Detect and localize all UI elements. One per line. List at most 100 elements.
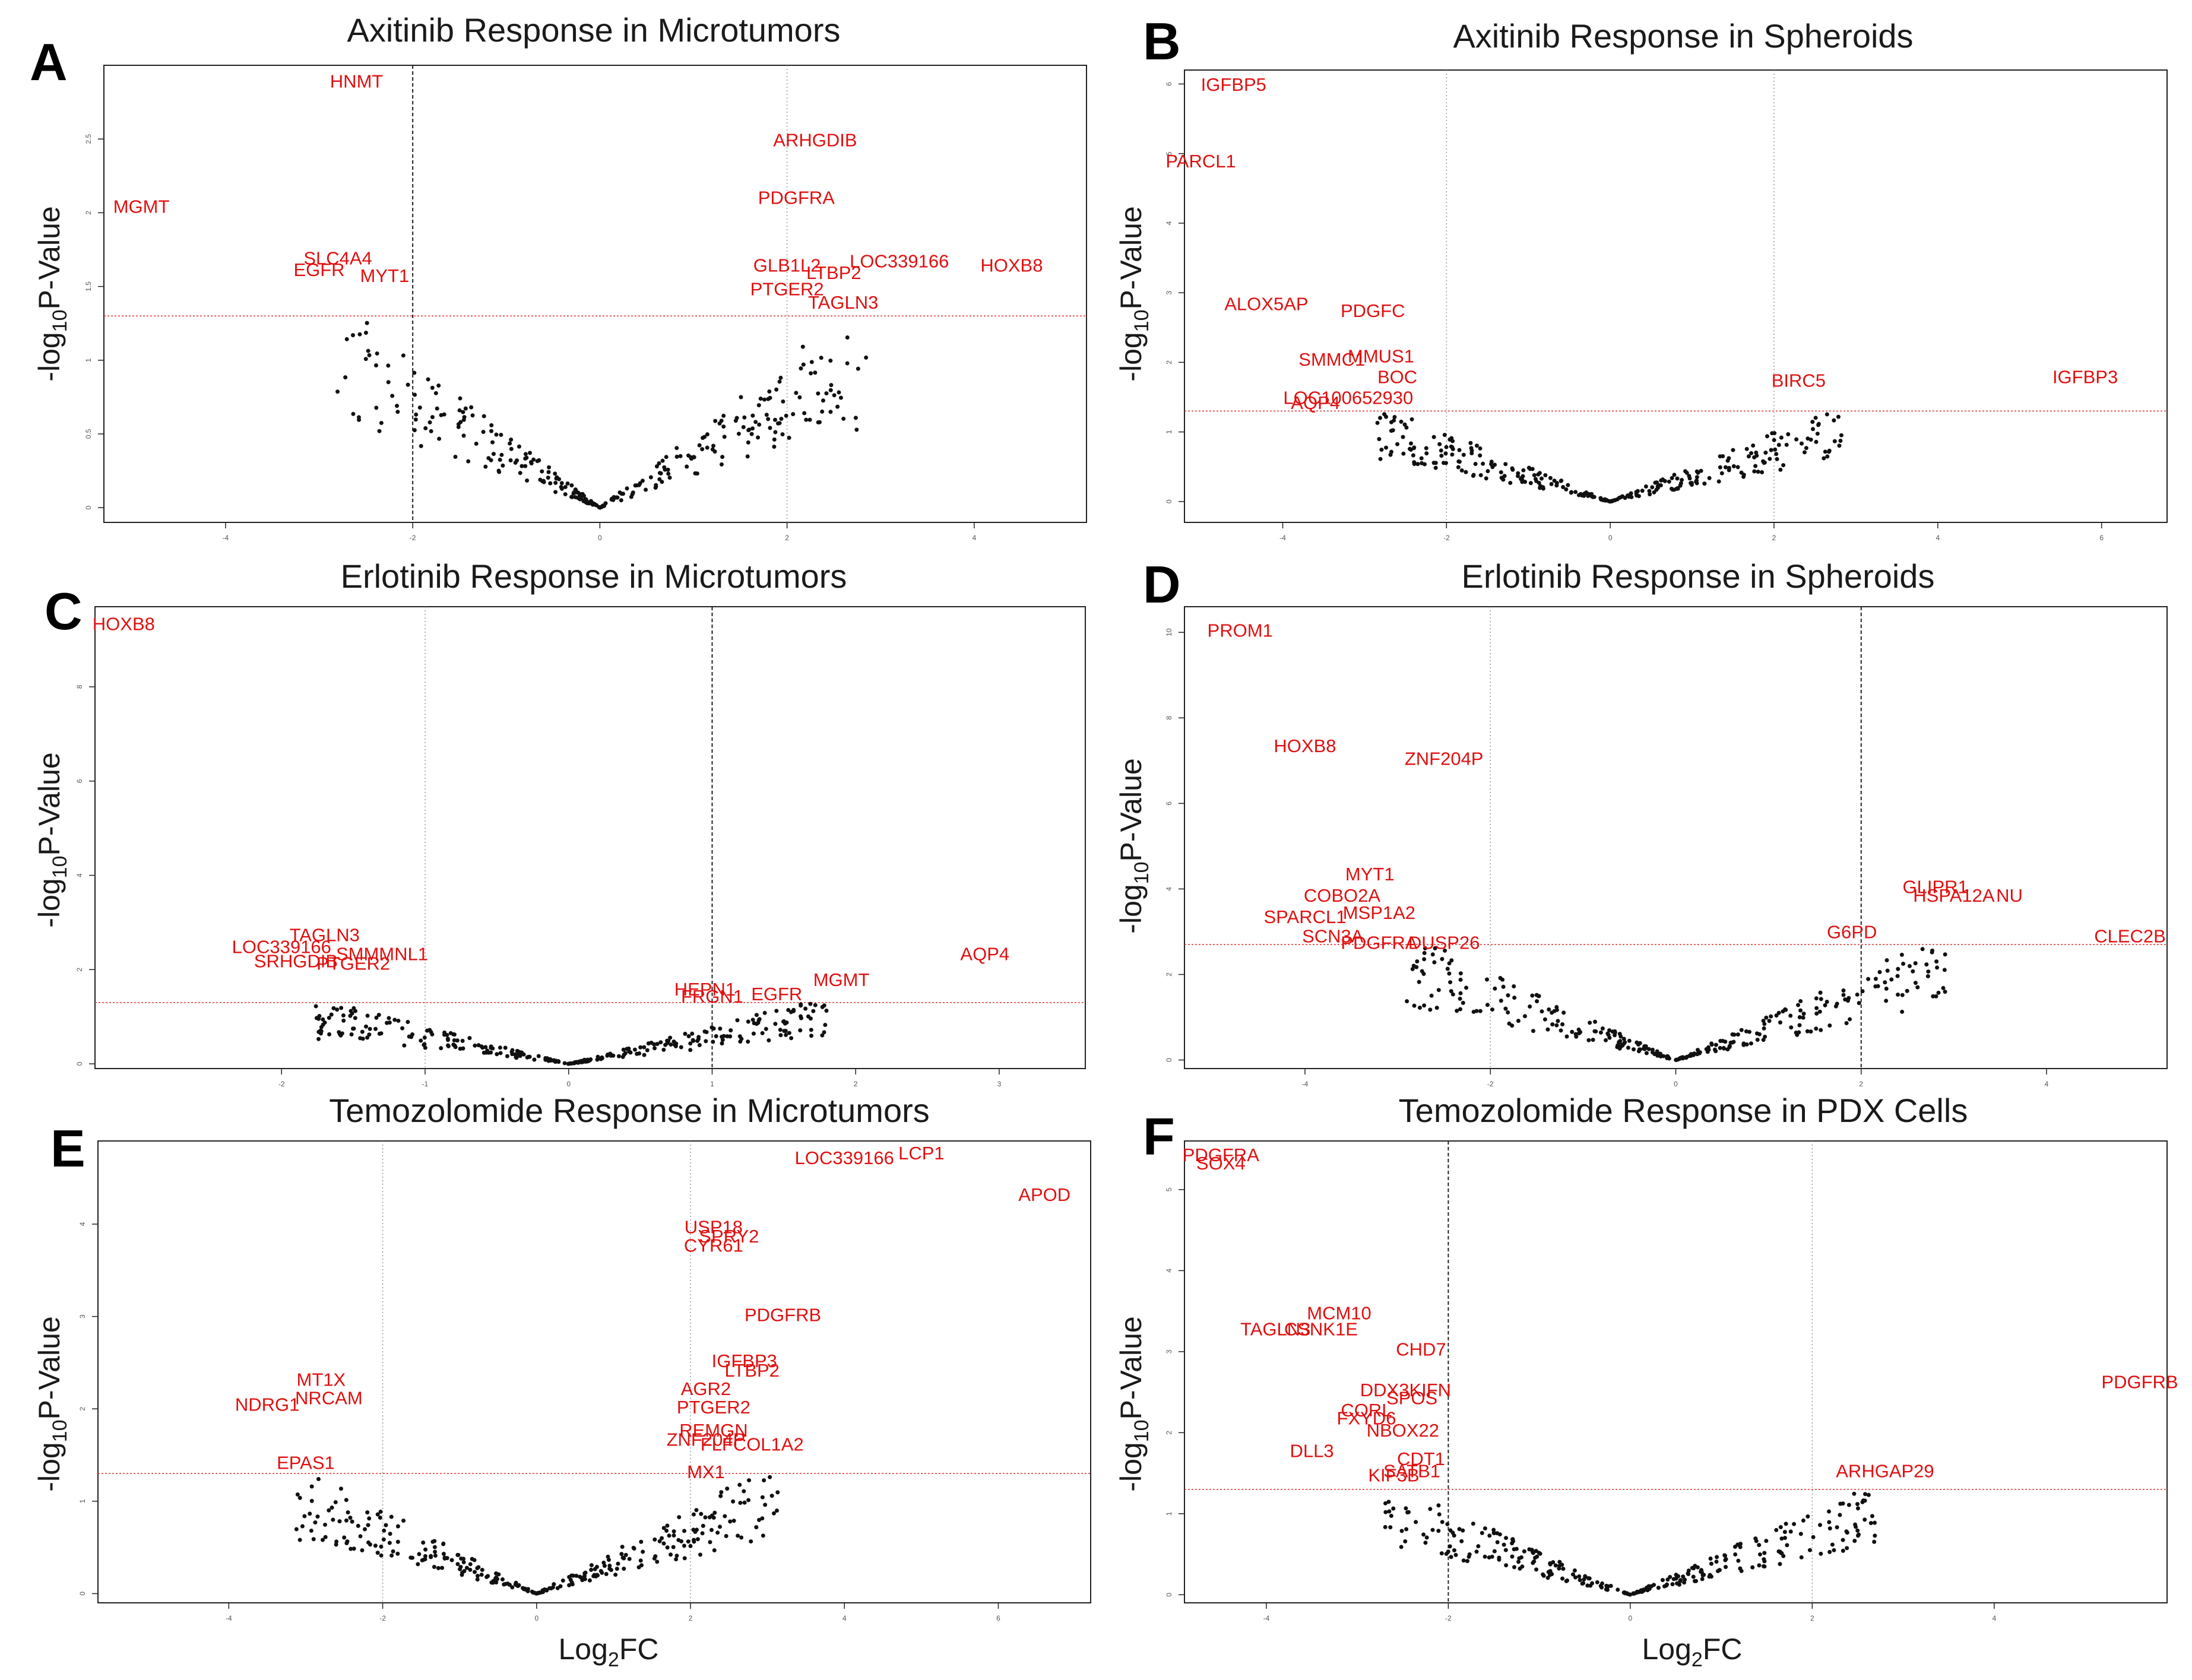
data-point	[514, 1580, 518, 1585]
data-point	[379, 1553, 384, 1558]
data-point	[468, 1562, 473, 1567]
data-point	[691, 1038, 696, 1043]
data-point	[494, 1571, 499, 1576]
data-point	[653, 1554, 658, 1559]
data-point	[1884, 986, 1889, 991]
data-point	[1822, 456, 1826, 461]
data-point	[1796, 1003, 1801, 1007]
data-point	[1550, 1022, 1555, 1027]
data-point	[1422, 1003, 1427, 1008]
data-point	[308, 1511, 312, 1516]
data-point	[1531, 1551, 1535, 1555]
data-point	[374, 1015, 379, 1020]
data-point	[1476, 1544, 1481, 1549]
y-tick-label-e: 2	[78, 1407, 87, 1411]
data-point	[1532, 473, 1537, 477]
data-point	[360, 1036, 365, 1041]
data-point	[351, 1546, 356, 1551]
gene-label-znf204p: ZNF204P	[1405, 749, 1484, 769]
data-point	[657, 477, 662, 481]
data-point	[381, 1537, 386, 1542]
data-point	[1855, 1528, 1860, 1533]
data-point	[385, 1020, 389, 1025]
data-point	[570, 495, 575, 499]
gene-label-spos: SPOS	[1386, 1388, 1437, 1409]
data-point	[1585, 1583, 1590, 1588]
data-point	[327, 1508, 331, 1513]
data-point	[1554, 483, 1559, 488]
data-point	[708, 1540, 712, 1545]
y-tick-label-d: 6	[1165, 801, 1173, 806]
data-point	[799, 1002, 803, 1007]
data-point	[500, 1577, 505, 1581]
data-point	[600, 1570, 604, 1575]
data-point	[1528, 1004, 1532, 1009]
data-point	[350, 1519, 354, 1524]
data-point	[746, 428, 751, 433]
data-point	[1559, 478, 1563, 483]
data-point	[1561, 1567, 1566, 1571]
data-point	[1410, 966, 1415, 971]
gene-label-cyr61: CYR61	[684, 1235, 743, 1256]
data-point	[623, 1552, 628, 1557]
data-point	[1452, 1548, 1456, 1553]
data-point	[1570, 1029, 1575, 1034]
data-point	[338, 1033, 343, 1038]
data-point	[1667, 479, 1671, 484]
data-point	[400, 1026, 405, 1031]
data-point	[413, 417, 418, 422]
data-point	[820, 1004, 825, 1009]
y-tick-label-b: 3	[1165, 290, 1173, 294]
gene-label-clec2b: CLEC2B	[2094, 925, 2166, 946]
data-point	[1852, 1539, 1857, 1543]
data-point	[609, 1568, 613, 1573]
data-point	[439, 413, 444, 417]
data-point	[528, 451, 533, 455]
x-tick-label-c: -2	[278, 1080, 285, 1088]
data-point	[1731, 448, 1735, 452]
data-point	[1461, 452, 1466, 457]
data-point	[1383, 1524, 1388, 1529]
data-point	[436, 383, 441, 388]
data-point	[365, 1035, 370, 1040]
gene-label-dll3: DLL3	[1290, 1440, 1333, 1461]
data-point	[1459, 468, 1464, 473]
data-point	[1801, 1012, 1806, 1016]
data-point	[1617, 1040, 1621, 1045]
data-point	[565, 481, 570, 486]
y-axis-label-b: -log10P-Value	[1114, 206, 1153, 381]
data-point	[721, 424, 726, 429]
gene-label-hoxb8: HOXB8	[1274, 736, 1336, 756]
data-point	[1534, 1567, 1539, 1572]
data-point	[1613, 1030, 1617, 1035]
x-tick-label-d: 2	[1859, 1080, 1863, 1088]
data-point	[1857, 1001, 1861, 1006]
data-point	[589, 1563, 594, 1568]
data-point	[758, 397, 763, 401]
data-point	[1415, 462, 1420, 467]
data-point	[719, 1490, 724, 1495]
data-point	[1713, 1049, 1718, 1054]
data-point	[461, 410, 465, 414]
data-point	[541, 478, 546, 483]
gene-label-cdt1: CDT1	[1397, 1448, 1445, 1469]
data-point	[1387, 1509, 1392, 1514]
data-point	[421, 1540, 426, 1545]
data-point	[548, 481, 553, 486]
data-point	[534, 1591, 539, 1596]
gene-label-loc100652930: LOC100652930	[1283, 388, 1413, 408]
x-tick-label-d: -2	[1487, 1080, 1494, 1088]
panel-e: E Temozolomide Response in Microtumors -…	[33, 1092, 1091, 1671]
data-point	[588, 1057, 593, 1061]
data-point	[712, 1510, 717, 1515]
data-point	[1503, 1548, 1508, 1552]
data-point	[486, 1574, 490, 1578]
data-point	[1691, 1574, 1696, 1579]
data-point	[316, 1476, 321, 1481]
data-point	[1827, 1526, 1832, 1531]
data-point	[1512, 1565, 1517, 1570]
data-point	[375, 1551, 380, 1555]
plot-area-d: -4 -2 0 2 4 0 2 4 6 8 10 PROM1 HOXB8 ZNF204P MYT1COBO2…	[1165, 607, 2167, 1088]
data-point	[1411, 453, 1415, 458]
data-point	[395, 1551, 400, 1556]
